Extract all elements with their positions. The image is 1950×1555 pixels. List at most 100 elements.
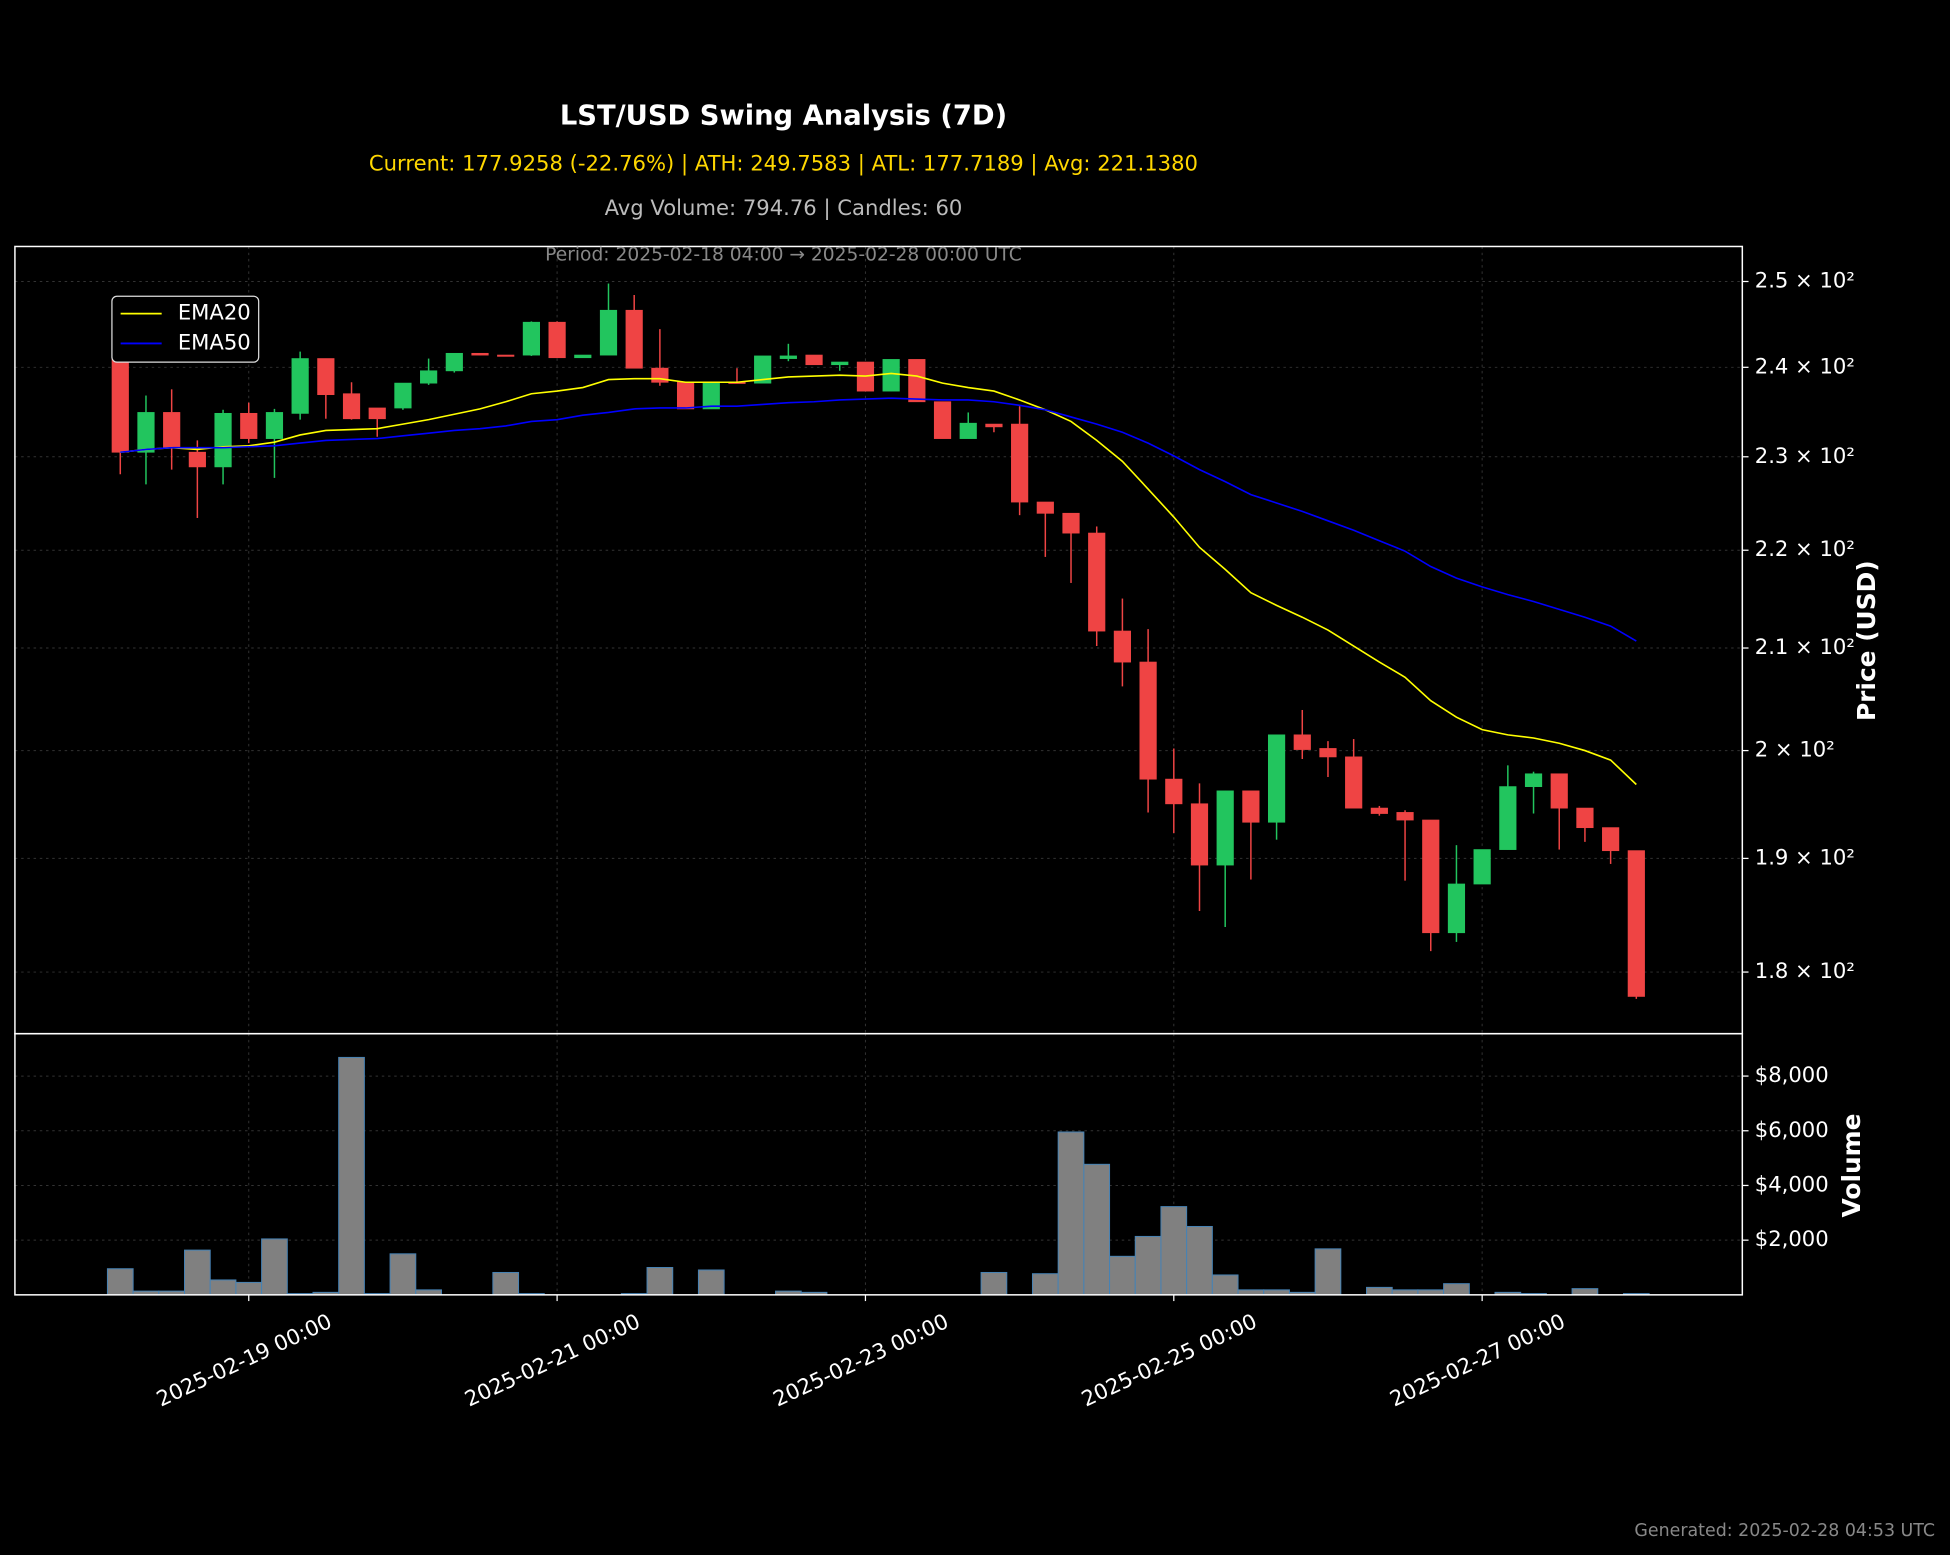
- volume-bar: [1057, 1131, 1085, 1296]
- y-tick-label: 2.1 × 10²: [1755, 634, 1855, 659]
- candle-body: [1345, 756, 1363, 809]
- candle-body: [420, 370, 438, 384]
- ema-line: [120, 397, 1637, 642]
- candle-body: [754, 355, 772, 384]
- candle-body: [240, 412, 258, 439]
- y-tick-label: 2 × 10²: [1755, 737, 1835, 762]
- candle-body: [625, 309, 643, 369]
- candle-body: [1216, 790, 1234, 866]
- volume-bar: [1366, 1286, 1393, 1296]
- candle-body: [163, 412, 181, 449]
- candle-body: [445, 352, 463, 372]
- candle-body: [1011, 423, 1029, 503]
- volume-bar: [1186, 1225, 1213, 1296]
- candle-body: [137, 412, 155, 453]
- candle-body: [1499, 786, 1517, 850]
- candle-body: [1139, 661, 1157, 780]
- volume-bar: [1031, 1273, 1059, 1296]
- volume-bar: [389, 1253, 417, 1296]
- candle-body: [985, 423, 1003, 428]
- candle-body: [702, 381, 720, 410]
- candle-body: [291, 358, 309, 414]
- candle-body: [1396, 812, 1414, 821]
- candle-body: [317, 358, 335, 396]
- plot-frame: [14, 1032, 1744, 1296]
- volume-bar: [1417, 1289, 1445, 1296]
- volume-bar: [106, 1268, 134, 1296]
- legend-label: EMA50: [178, 329, 251, 354]
- candle-body: [1447, 883, 1466, 934]
- candle-body: [574, 354, 592, 359]
- volume-bar: [1109, 1255, 1136, 1296]
- chart-title: LST/USD Swing Analysis (7D): [560, 101, 1007, 132]
- volume-bar: [338, 1056, 365, 1296]
- volume-bar: [1391, 1289, 1419, 1296]
- candle-body: [959, 422, 977, 439]
- volume-bar: [1211, 1274, 1239, 1296]
- candle-body: [394, 382, 412, 409]
- candle-body: [805, 354, 823, 366]
- candle-body: [1576, 807, 1594, 829]
- candle-body: [1036, 501, 1054, 514]
- chart-subtitle: Current: 177.9258 (-22.76%) | ATH: 249.7…: [369, 150, 1198, 176]
- volume-bar: [1443, 1283, 1470, 1296]
- candle-body: [548, 321, 566, 359]
- volume-bar: [1571, 1288, 1599, 1296]
- volume-bar: [697, 1269, 725, 1296]
- volume-bar: [415, 1289, 442, 1296]
- candle-body: [1165, 778, 1183, 805]
- candle-body: [1422, 819, 1440, 934]
- y-tick-label: 2.4 × 10²: [1755, 353, 1855, 378]
- candle-body: [522, 321, 541, 356]
- y-tick-label: $8,000: [1755, 1062, 1829, 1087]
- candle-body: [214, 412, 232, 468]
- candle-body: [1602, 827, 1620, 852]
- volume-bar: [980, 1271, 1008, 1296]
- volume-bar: [1314, 1248, 1342, 1296]
- candle-body: [342, 393, 361, 420]
- volume-bar: [1134, 1235, 1162, 1296]
- candle-body: [1627, 850, 1645, 997]
- candle-body: [882, 359, 900, 392]
- candle-body: [1267, 734, 1286, 823]
- volume-bar: [1160, 1206, 1188, 1296]
- volume-bar: [235, 1281, 263, 1296]
- candle-body: [1113, 630, 1132, 663]
- y-tick-label: 2.3 × 10²: [1755, 443, 1855, 468]
- y-tick-label: 2.5 × 10²: [1755, 267, 1855, 292]
- ema-line: [120, 372, 1637, 786]
- footer: Generated: 2025-02-28 04:53 UTC: [1634, 1521, 1935, 1541]
- y-tick-label: 2.2 × 10²: [1755, 536, 1855, 561]
- y-axis-label: Price (USD): [1852, 560, 1881, 721]
- candle-body: [471, 352, 489, 356]
- volume-bar: [184, 1249, 211, 1296]
- candle-body: [831, 361, 849, 366]
- candle-body: [1293, 734, 1311, 750]
- y-tick-label: $4,000: [1755, 1171, 1829, 1196]
- volume-bar: [646, 1267, 674, 1296]
- candle-body: [1550, 773, 1568, 809]
- volume-bar: [209, 1279, 237, 1296]
- volume-bar: [1263, 1289, 1290, 1296]
- candle-body: [1524, 773, 1543, 787]
- candle-body: [1062, 512, 1080, 534]
- y-tick-label: $2,000: [1755, 1226, 1829, 1251]
- candle-body: [599, 309, 618, 356]
- volume-bar: [1237, 1289, 1265, 1296]
- y-tick-label: $6,000: [1755, 1117, 1829, 1142]
- volume-bar: [492, 1271, 520, 1296]
- candle-body: [1242, 790, 1260, 823]
- candle-body: [368, 407, 386, 420]
- candle-body: [1319, 748, 1337, 758]
- y-tick-label: 1.8 × 10²: [1755, 958, 1855, 983]
- candle-body: [676, 381, 695, 410]
- candle-body: [908, 359, 926, 403]
- candle-body: [265, 412, 284, 439]
- candle-body: [497, 354, 515, 357]
- stats-line: Avg Volume: 794.76 | Candles: 60: [605, 195, 963, 221]
- legend: EMA20 EMA50: [111, 295, 260, 363]
- y-axis-label: Volume: [1837, 1114, 1866, 1218]
